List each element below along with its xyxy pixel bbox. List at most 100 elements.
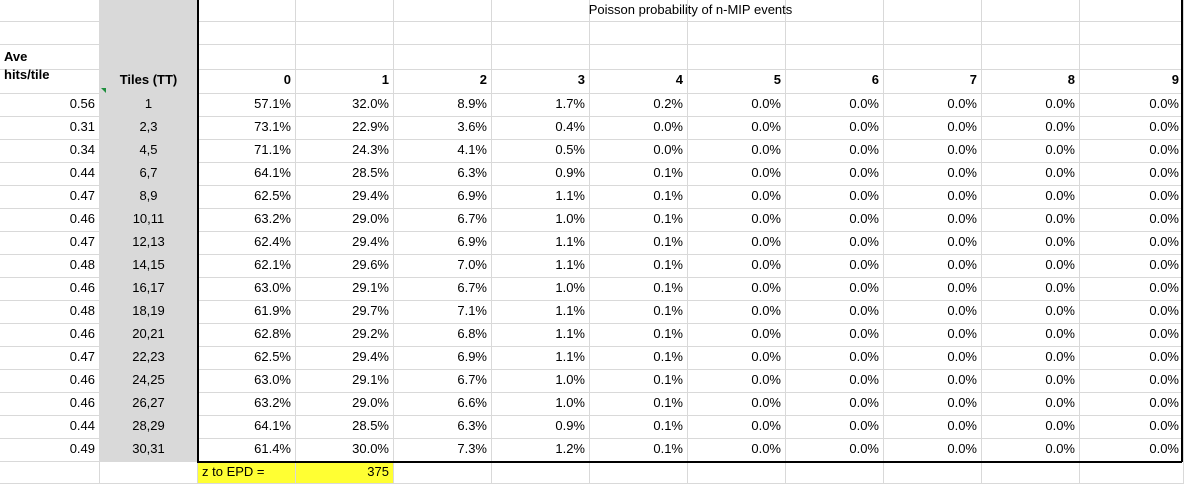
z-to-epd-value[interactable]: 375 xyxy=(296,462,394,484)
tiles-value[interactable]: 12,13 xyxy=(100,232,198,255)
probability-cell[interactable]: 0.0% xyxy=(1080,370,1184,393)
probability-cell[interactable]: 64.1% xyxy=(198,163,296,186)
grid-cell[interactable] xyxy=(688,22,786,45)
grid-cell[interactable] xyxy=(590,0,688,22)
probability-cell[interactable]: 71.1% xyxy=(198,140,296,163)
ave-value[interactable]: 0.48 xyxy=(0,301,100,324)
probability-cell[interactable]: 0.1% xyxy=(590,347,688,370)
probability-cell[interactable]: 0.0% xyxy=(1080,278,1184,301)
probability-cell[interactable]: 0.0% xyxy=(884,393,982,416)
grid-cell[interactable] xyxy=(982,22,1080,45)
probability-cell[interactable]: 0.0% xyxy=(786,324,884,347)
probability-cell[interactable]: 62.1% xyxy=(198,255,296,278)
probability-cell[interactable]: 6.3% xyxy=(394,163,492,186)
ave-value[interactable]: 0.47 xyxy=(0,347,100,370)
grid-cell[interactable] xyxy=(1080,45,1184,70)
probability-cell[interactable]: 61.9% xyxy=(198,301,296,324)
probability-cell[interactable]: 0.0% xyxy=(786,209,884,232)
tiles-value[interactable]: 10,11 xyxy=(100,209,198,232)
tiles-value[interactable]: 18,19 xyxy=(100,301,198,324)
probability-cell[interactable]: 6.3% xyxy=(394,416,492,439)
probability-cell[interactable]: 1.1% xyxy=(492,324,590,347)
probability-cell[interactable]: 0.0% xyxy=(982,163,1080,186)
probability-cell[interactable]: 0.0% xyxy=(786,94,884,117)
ave-value[interactable]: 0.34 xyxy=(0,140,100,163)
probability-cell[interactable]: 0.0% xyxy=(1080,347,1184,370)
probability-cell[interactable]: 29.0% xyxy=(296,393,394,416)
tiles-value[interactable]: 4,5 xyxy=(100,140,198,163)
probability-cell[interactable]: 0.0% xyxy=(884,255,982,278)
grid-cell[interactable] xyxy=(100,462,198,484)
probability-cell[interactable]: 1.0% xyxy=(492,209,590,232)
probability-cell[interactable]: 64.1% xyxy=(198,416,296,439)
probability-cell[interactable]: 0.0% xyxy=(1080,324,1184,347)
tiles-value[interactable]: 20,21 xyxy=(100,324,198,347)
tiles-value[interactable]: 1 xyxy=(100,94,198,117)
probability-cell[interactable]: 7.3% xyxy=(394,439,492,462)
probability-cell[interactable]: 63.2% xyxy=(198,209,296,232)
probability-cell[interactable]: 0.0% xyxy=(982,255,1080,278)
probability-cell[interactable]: 30.0% xyxy=(296,439,394,462)
probability-cell[interactable]: 0.0% xyxy=(786,347,884,370)
probability-cell[interactable]: 62.4% xyxy=(198,232,296,255)
probability-cell[interactable]: 7.1% xyxy=(394,301,492,324)
probability-cell[interactable]: 57.1% xyxy=(198,94,296,117)
probability-cell[interactable]: 0.1% xyxy=(590,163,688,186)
grid-cell[interactable] xyxy=(394,45,492,70)
grid-cell[interactable] xyxy=(296,22,394,45)
probability-cell[interactable]: 1.0% xyxy=(492,278,590,301)
probability-cell[interactable]: 0.0% xyxy=(786,301,884,324)
grid-cell[interactable] xyxy=(786,22,884,45)
probability-cell[interactable]: 0.0% xyxy=(786,140,884,163)
probability-cell[interactable]: 0.0% xyxy=(982,140,1080,163)
probability-cell[interactable]: 0.0% xyxy=(688,347,786,370)
probability-cell[interactable]: 0.0% xyxy=(1080,232,1184,255)
probability-cell[interactable]: 0.0% xyxy=(786,163,884,186)
ave-value[interactable]: 0.47 xyxy=(0,232,100,255)
probability-cell[interactable]: 0.0% xyxy=(688,301,786,324)
probability-cell[interactable]: 0.0% xyxy=(786,255,884,278)
probability-cell[interactable]: 0.0% xyxy=(982,370,1080,393)
grid-cell[interactable] xyxy=(1080,22,1184,45)
probability-cell[interactable]: 3.6% xyxy=(394,117,492,140)
probability-cell[interactable]: 0.0% xyxy=(884,209,982,232)
probability-cell[interactable]: 0.1% xyxy=(590,301,688,324)
probability-cell[interactable]: 0.0% xyxy=(982,117,1080,140)
probability-cell[interactable]: 0.0% xyxy=(884,324,982,347)
probability-cell[interactable]: 0.0% xyxy=(688,186,786,209)
probability-cell[interactable]: 0.0% xyxy=(982,209,1080,232)
probability-cell[interactable]: 6.7% xyxy=(394,370,492,393)
probability-cell[interactable]: 0.0% xyxy=(688,393,786,416)
probability-cell[interactable]: 0.0% xyxy=(786,117,884,140)
probability-cell[interactable]: 0.0% xyxy=(884,370,982,393)
ave-value[interactable]: 0.46 xyxy=(0,370,100,393)
probability-cell[interactable]: 0.0% xyxy=(688,324,786,347)
probability-cell[interactable]: 0.0% xyxy=(1080,255,1184,278)
grid-cell[interactable] xyxy=(982,0,1080,22)
probability-cell[interactable]: 0.0% xyxy=(786,278,884,301)
probability-cell[interactable]: 1.0% xyxy=(492,393,590,416)
ave-value[interactable]: 0.46 xyxy=(0,393,100,416)
probability-cell[interactable]: 0.0% xyxy=(982,416,1080,439)
probability-cell[interactable]: 0.0% xyxy=(1080,301,1184,324)
probability-cell[interactable]: 0.0% xyxy=(688,140,786,163)
probability-cell[interactable]: 0.9% xyxy=(492,416,590,439)
grid-cell[interactable] xyxy=(786,0,884,22)
ave-value[interactable]: 0.31 xyxy=(0,117,100,140)
probability-cell[interactable]: 0.0% xyxy=(688,209,786,232)
ave-value[interactable]: 0.46 xyxy=(0,324,100,347)
probability-cell[interactable]: 0.0% xyxy=(1080,439,1184,462)
probability-cell[interactable]: 28.5% xyxy=(296,163,394,186)
probability-cell[interactable]: 0.2% xyxy=(590,94,688,117)
probability-cell[interactable]: 6.8% xyxy=(394,324,492,347)
grid-cell[interactable] xyxy=(394,22,492,45)
tiles-value[interactable]: 24,25 xyxy=(100,370,198,393)
grid-cell[interactable] xyxy=(100,45,198,70)
probability-cell[interactable]: 6.7% xyxy=(394,209,492,232)
probability-cell[interactable]: 0.0% xyxy=(786,393,884,416)
probability-cell[interactable]: 0.0% xyxy=(884,94,982,117)
probability-cell[interactable]: 0.1% xyxy=(590,209,688,232)
probability-cell[interactable]: 24.3% xyxy=(296,140,394,163)
probability-cell[interactable]: 1.7% xyxy=(492,94,590,117)
probability-cell[interactable]: 8.9% xyxy=(394,94,492,117)
